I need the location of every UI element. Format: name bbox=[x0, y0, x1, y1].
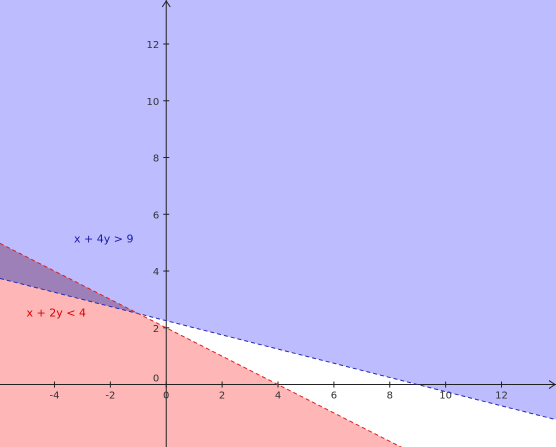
y-tick-label: 10 bbox=[147, 97, 160, 108]
region-x-plus-2y-lt-4 bbox=[0, 243, 556, 447]
x-tick-label: 10 bbox=[439, 391, 452, 402]
x-tick-label: 2 bbox=[219, 391, 225, 402]
label-x-plus-2y-lt-4: x + 2y < 4 bbox=[27, 306, 86, 319]
y-tick-label: 8 bbox=[153, 154, 159, 165]
y-tick-label: 0 bbox=[153, 374, 159, 385]
x-tick-label: 12 bbox=[495, 391, 508, 402]
y-tick-label: 4 bbox=[153, 267, 159, 278]
y-tick-label: 12 bbox=[147, 40, 160, 51]
y-axis-arrow bbox=[161, 0, 171, 8]
region-x-plus-4y-gt-9 bbox=[0, 0, 556, 420]
y-tick-label: 6 bbox=[153, 210, 159, 221]
x-tick-label: -2 bbox=[105, 391, 115, 402]
x-tick-label: -4 bbox=[49, 391, 59, 402]
boundary-line-x-plus-2y-eq-4 bbox=[0, 242, 403, 447]
boundary-line-x-plus-4y-eq-9 bbox=[0, 278, 556, 421]
x-axis-arrow bbox=[548, 380, 556, 389]
label-x-plus-4y-gt-9: x + 4y > 9 bbox=[74, 233, 133, 246]
x-tick-label: 0 bbox=[163, 391, 169, 402]
y-tick-label: 2 bbox=[153, 324, 159, 335]
x-tick-label: 4 bbox=[275, 391, 281, 402]
x-tick-label: 6 bbox=[331, 391, 337, 402]
x-tick-label: 8 bbox=[387, 391, 393, 402]
ticks: -4 -2 0 2 4 6 8 10 12 0 2 4 6 8 10 12 bbox=[49, 40, 507, 402]
